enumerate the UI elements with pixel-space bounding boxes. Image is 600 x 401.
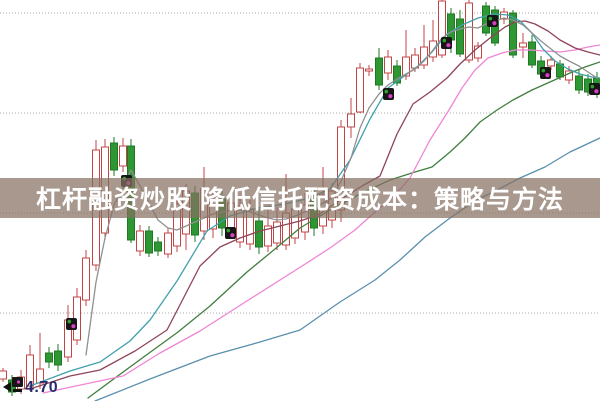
marker-green-dot (590, 84, 595, 89)
candle-down (456, 18, 464, 55)
candle-up (264, 225, 272, 247)
candle-up (347, 113, 355, 128)
candle-up (365, 68, 373, 72)
price-label: 4.70 (25, 379, 59, 396)
marker-magenta-dot (492, 21, 497, 26)
ma-blue-long (94, 137, 600, 401)
signal-marker-icon (589, 83, 600, 95)
marker-green-dot (488, 16, 493, 21)
signal-marker-icon (540, 67, 551, 79)
candle-down (393, 65, 401, 84)
candle-down (509, 12, 517, 56)
signal-marker-icon (383, 88, 394, 100)
candle-up (384, 56, 392, 74)
candle-up (402, 56, 410, 77)
signal-marker-icon (225, 227, 236, 239)
candle-up (438, 0, 446, 56)
marker-magenta-dot (594, 89, 599, 94)
banner-title: 杠杆融资炒股 降低信托配资成本：策略与方法 (36, 186, 564, 214)
candle-down (154, 241, 162, 252)
start-flag-dot (16, 380, 21, 384)
candle-up (164, 232, 172, 255)
marker-green-dot (67, 319, 72, 324)
candle-down (447, 13, 455, 41)
marker-green-dot (442, 38, 447, 43)
marker-green-dot (541, 68, 546, 73)
candle-up (82, 257, 90, 301)
marker-magenta-dot (545, 73, 550, 78)
candle-down (54, 350, 62, 366)
ma-green (87, 61, 600, 399)
marker-green-dot (226, 228, 231, 233)
marker-magenta-dot (446, 43, 451, 48)
marker-green-dot (384, 89, 389, 94)
ma-teal (29, 13, 600, 387)
candle-up (36, 368, 44, 384)
candle-down (110, 142, 118, 171)
candle-up (356, 67, 364, 113)
signal-marker-icon (441, 37, 452, 49)
signal-marker-icon (487, 15, 498, 27)
candle-up (519, 42, 527, 48)
title-banner: 杠杆融资炒股 降低信托配资成本：策略与方法 (0, 178, 600, 218)
candle-down (145, 230, 153, 254)
ma-maroon (32, 20, 600, 389)
candle-up (273, 221, 281, 244)
candle-up (119, 145, 127, 167)
candle-up (547, 59, 555, 67)
candle-down (45, 352, 53, 363)
candle-down (375, 57, 383, 86)
signal-markers (66, 15, 600, 330)
candle-up (465, 2, 473, 61)
marker-magenta-dot (230, 233, 235, 238)
left-arrow-icon (3, 382, 11, 392)
candle-up (136, 230, 144, 252)
candle-down (528, 41, 536, 66)
candle-up (0, 370, 7, 380)
candle-up (474, 45, 482, 59)
marker-magenta-dot (388, 94, 393, 99)
signal-marker-icon (66, 318, 77, 330)
candle-down (575, 75, 583, 91)
start-flag-base (13, 389, 22, 392)
series-start-icon (3, 377, 23, 392)
candle-down (255, 220, 263, 248)
marker-magenta-dot (71, 324, 76, 329)
